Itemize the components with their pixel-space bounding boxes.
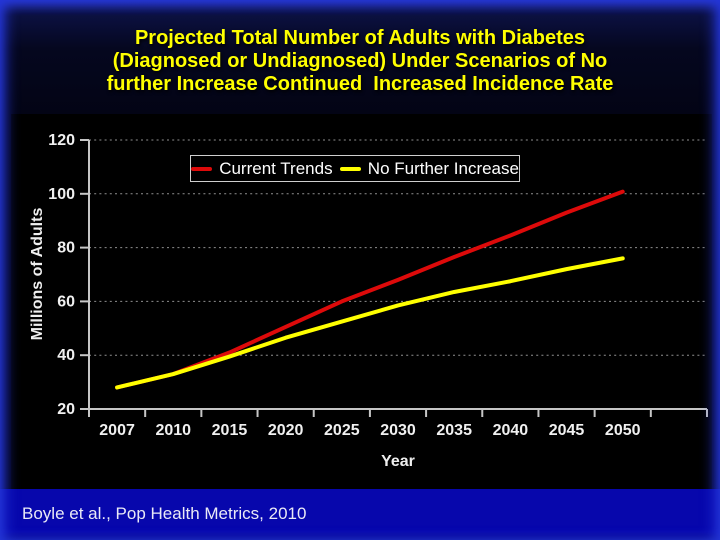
legend-label-no-further-increase: No Further Increase [367, 158, 519, 178]
x-tick-label: 2035 [436, 422, 472, 439]
y-axis-title: Millions of Adults [29, 207, 46, 341]
chart-panel: 20 40 60 80 100 120 2007 2010 2015 2020 2025 2030 20… [11, 114, 712, 489]
y-tick-label: 20 [57, 401, 75, 418]
source-bar: Boyle et al., Pop Health Metrics, 2010 [0, 489, 720, 540]
x-tick-label: 2030 [380, 422, 416, 439]
source-citation: Boyle et al., Pop Health Metrics, 2010 [22, 504, 307, 523]
x-tick-label: 2020 [268, 422, 304, 439]
y-tick-label: 60 [57, 293, 75, 310]
x-tick-label: 2040 [493, 422, 529, 439]
y-tick-label: 80 [57, 240, 75, 257]
no-further-increase-swatch [339, 166, 361, 171]
series-line-no-further-increase [115, 256, 625, 390]
x-tick-label: 2010 [155, 422, 191, 439]
series-line-current-trends [115, 189, 625, 390]
x-tick-label: 2045 [549, 422, 585, 439]
x-tick-label: 2015 [212, 422, 248, 439]
slide-title: Projected Total Number of Adults with Di… [106, 27, 614, 95]
x-axis-title: Year [381, 453, 415, 470]
x-tick-label: 2050 [605, 422, 641, 439]
chart-legend: Current Trends No Further Increase [190, 155, 520, 182]
current-trends-swatch [191, 166, 213, 171]
x-tick-label: 2007 [99, 422, 135, 439]
legend-label-current-trends: Current Trends [219, 158, 333, 178]
x-tick-label: 2025 [324, 422, 360, 439]
y-tick-label: 40 [57, 347, 75, 364]
y-tick-label: 100 [48, 186, 75, 203]
y-tick-label: 120 [48, 132, 75, 149]
